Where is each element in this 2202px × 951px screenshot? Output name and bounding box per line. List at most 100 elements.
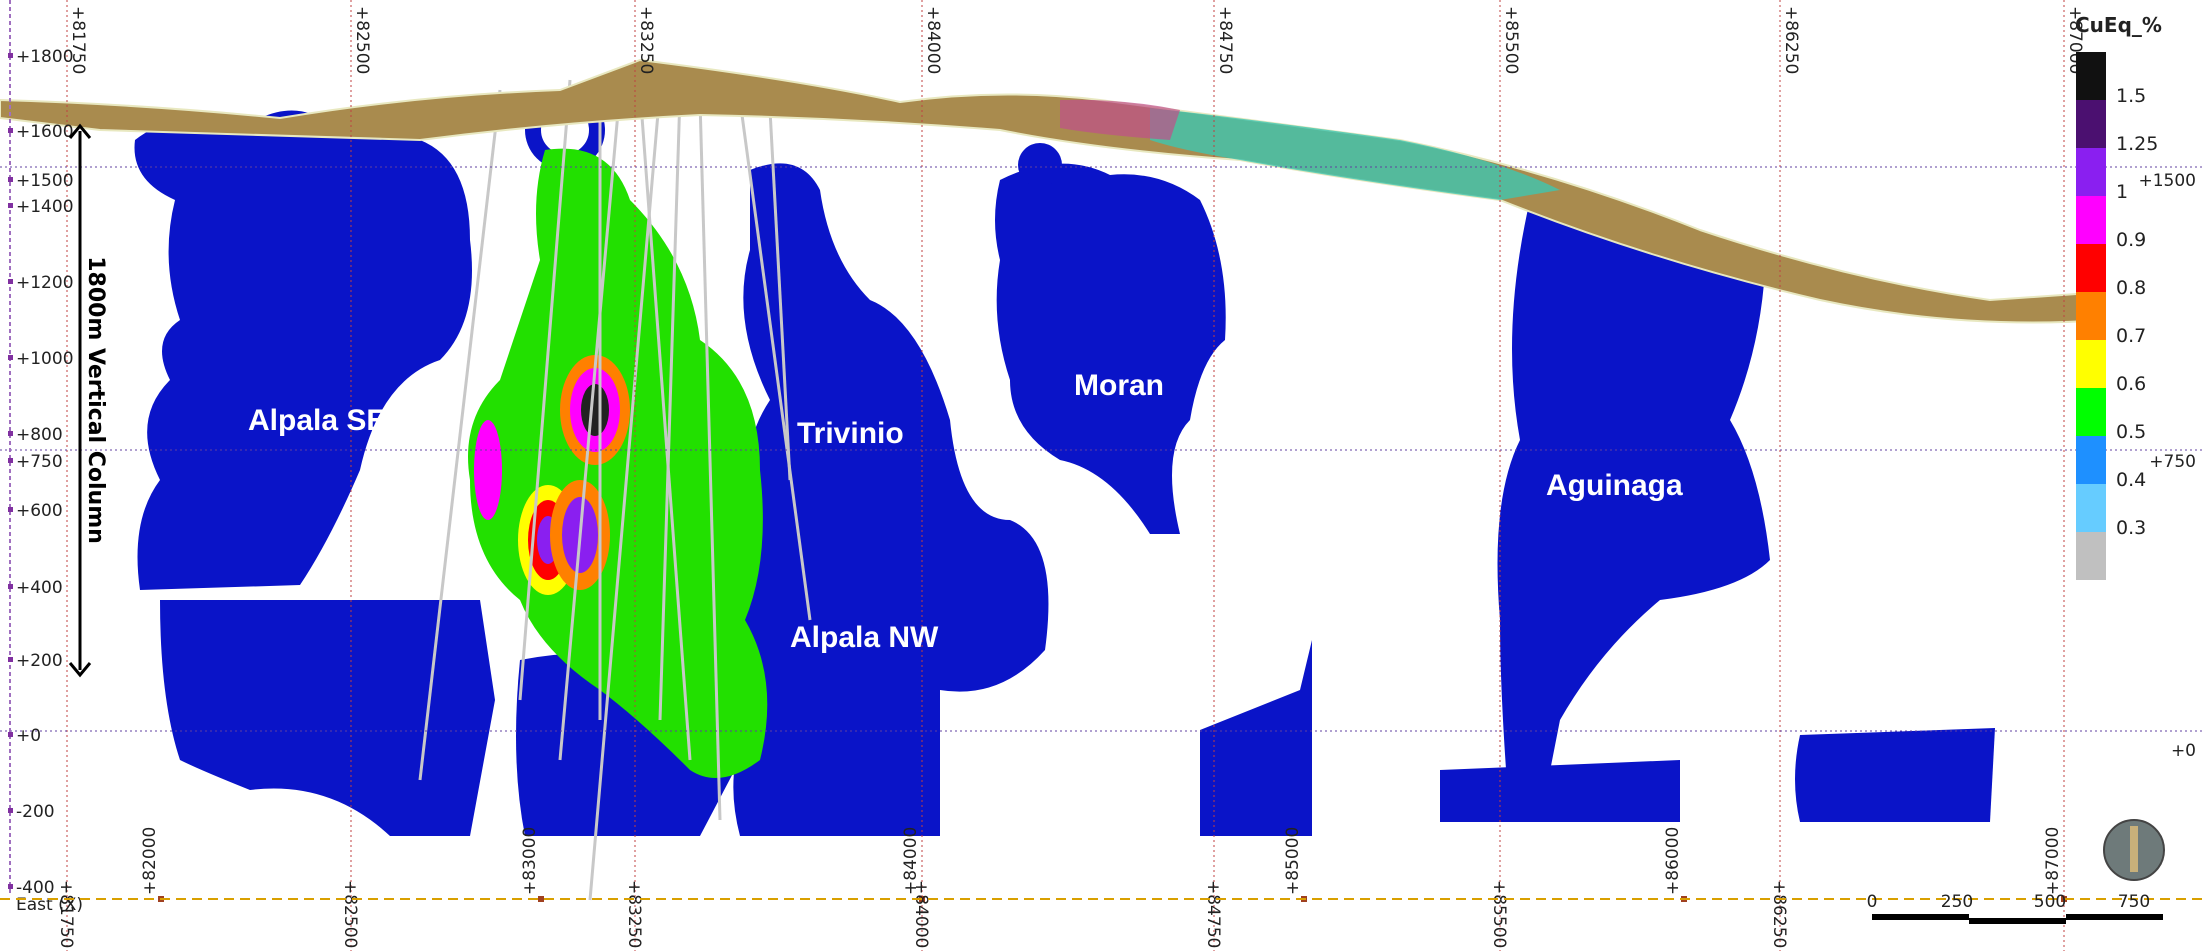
bottom-label: +85500 [1489,880,1509,948]
scale-label: 250 [1941,892,1973,912]
shell [1200,640,1312,836]
left-label: +200 [16,651,63,671]
bottom-label: +84750 [1203,880,1223,948]
left-label: +0 [16,726,41,746]
drill-holes [418,79,812,901]
zone-label: Trivinio [797,417,904,450]
legend-swatch [2076,196,2106,244]
right-label: +1500 [2138,171,2196,191]
tick [8,657,13,662]
tick [8,507,13,512]
tick [8,431,13,436]
left-label: +600 [16,501,63,521]
bottom-label: +85000 [1283,827,1303,895]
left-label: +1400 [16,197,74,217]
shell [1018,143,1062,187]
shell [733,163,1049,837]
column-label: 1800m Vertical Column [83,256,108,544]
bottom-label: +82500 [340,880,360,948]
shell [160,600,495,836]
top-label: +85500 [1501,6,1521,74]
terrain-high-grade [1150,108,1560,200]
shell [995,163,1226,535]
legend-swatch [2076,148,2106,196]
scale-label: 750 [2118,892,2150,912]
zone-label: Moran [1074,369,1164,402]
bottom-label: +83000 [520,827,540,895]
bottom-label: +83250 [624,880,644,948]
shell [1497,198,1770,822]
bottom-label: +84000 [901,827,921,895]
top-label: +84750 [1215,6,1235,74]
tick [8,53,13,58]
tick [8,808,13,813]
legend-label: 0.5 [2116,421,2146,443]
shell [1795,728,1995,822]
column-arrow [68,123,92,678]
right-label: +0 [2171,741,2196,761]
legend-swatch [2076,340,2106,388]
grade-core [474,420,502,520]
left-label: +1200 [16,273,74,293]
legend-label: 0.4 [2116,469,2146,491]
shell [134,110,472,590]
compass [2130,826,2138,872]
tick [8,732,13,737]
legend-swatch [2076,532,2106,580]
left-label: -200 [16,802,55,822]
tick [8,203,13,208]
legend-swatch [2076,436,2106,484]
left-label: +400 [16,578,63,598]
ore-bodies [0,58,2106,901]
bottom-label: +86250 [1769,880,1789,948]
tick [8,884,13,889]
tick [538,896,544,902]
bottom-label: +87000 [2043,827,2063,895]
left-label: +750 [16,452,63,472]
legend-swatch [2076,484,2106,532]
legend-swatch [2076,52,2106,100]
legend-label: 0.9 [2116,229,2146,251]
scale-bar: 0 250 500 750 [1867,892,2163,924]
terrain-high-grade [1060,99,1180,140]
left-label: +1600 [16,122,74,142]
top-label: +86250 [1781,6,1801,74]
tick [8,279,13,284]
top-label: +82500 [352,6,372,74]
left-label: -400 [16,878,55,898]
legend-title: CuEq_% [2075,13,2162,37]
tick [8,177,13,182]
tick [8,128,13,133]
left-label: +1500 [16,171,74,191]
left-label: +800 [16,425,63,445]
zone-label: Alpala NW [790,621,939,654]
bottom-label: +81750 [56,880,76,948]
top-label: +83250 [636,6,656,74]
left-label: +1000 [16,349,74,369]
legend-label: 0.8 [2116,277,2146,299]
legend: CuEq_% 1.5 1.25 1 0.9 0.8 0.7 0.6 0.5 0.4 0.3 [2075,13,2162,580]
scale-label: 0 [1867,892,1878,912]
right-label: +750 [2149,452,2196,472]
top-label: +84000 [923,6,943,74]
tick [8,355,13,360]
zone-label: Alpala SE [248,404,386,437]
scale-label: 500 [2034,892,2066,912]
top-label: +81750 [68,6,88,74]
grade-shell [468,148,768,779]
bottom-label: +86000 [1663,827,1683,895]
tick [8,458,13,463]
shell [1440,760,1680,822]
tick [8,584,13,589]
zone-label: Aguinaga [1546,469,1683,502]
legend-label: 0.7 [2116,325,2146,347]
legend-label: 1.25 [2116,133,2158,155]
bottom-label: +82000 [140,827,160,895]
legend-label: 1.5 [2116,85,2146,107]
legend-swatch [2076,100,2106,148]
legend-label: 0.6 [2116,373,2146,395]
bottom-label: +84000 [911,880,931,948]
legend-swatch [2076,292,2106,340]
